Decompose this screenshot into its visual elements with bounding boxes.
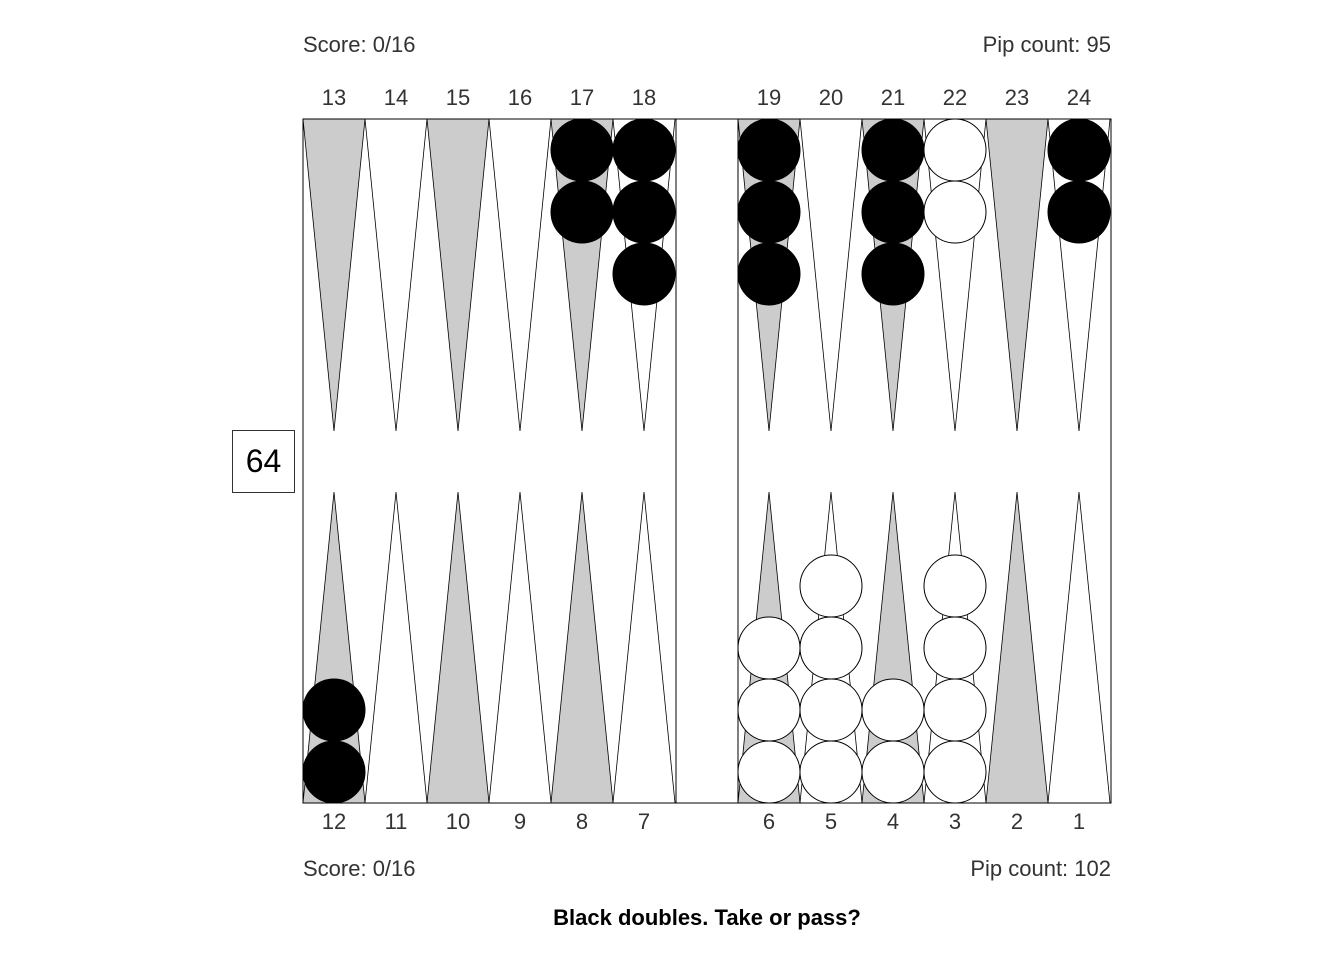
point-number-14: 14 bbox=[384, 85, 408, 110]
white-checker[interactable] bbox=[737, 616, 801, 680]
white-checker[interactable] bbox=[923, 554, 987, 618]
bottom-player-score: Score: 0/16 bbox=[303, 856, 416, 881]
white-checker[interactable] bbox=[923, 180, 987, 244]
white-checker[interactable] bbox=[861, 740, 925, 804]
doubling-cube[interactable]: 64 bbox=[232, 430, 295, 493]
black-checker[interactable] bbox=[861, 242, 925, 306]
point-number-10: 10 bbox=[446, 809, 470, 834]
black-checker[interactable] bbox=[1047, 180, 1111, 244]
white-checker[interactable] bbox=[737, 678, 801, 742]
point-number-3: 3 bbox=[949, 809, 961, 834]
point-number-17: 17 bbox=[570, 85, 594, 110]
decision-prompt: Black doubles. Take or pass? bbox=[553, 905, 861, 930]
black-checker[interactable] bbox=[737, 180, 801, 244]
bottom-player-pip-count: Pip count: 102 bbox=[970, 856, 1111, 881]
point-number-23: 23 bbox=[1005, 85, 1029, 110]
point-number-19: 19 bbox=[757, 85, 781, 110]
white-checker[interactable] bbox=[737, 740, 801, 804]
white-checker[interactable] bbox=[799, 740, 863, 804]
point-number-6: 6 bbox=[763, 809, 775, 834]
black-checker[interactable] bbox=[302, 678, 366, 742]
black-checker[interactable] bbox=[737, 118, 801, 182]
point-number-20: 20 bbox=[819, 85, 843, 110]
white-checker[interactable] bbox=[923, 118, 987, 182]
point-number-1: 1 bbox=[1073, 809, 1085, 834]
point-number-21: 21 bbox=[881, 85, 905, 110]
white-checker[interactable] bbox=[799, 554, 863, 618]
black-checker[interactable] bbox=[612, 118, 676, 182]
black-checker[interactable] bbox=[550, 180, 614, 244]
point-number-8: 8 bbox=[576, 809, 588, 834]
black-checker[interactable] bbox=[861, 118, 925, 182]
point-number-24: 24 bbox=[1067, 85, 1091, 110]
top-player-score: Score: 0/16 bbox=[303, 32, 416, 57]
white-checker[interactable] bbox=[861, 678, 925, 742]
bar[interactable] bbox=[675, 118, 739, 804]
top-player-pip-count: Pip count: 95 bbox=[982, 32, 1111, 57]
point-number-4: 4 bbox=[887, 809, 899, 834]
white-checker[interactable] bbox=[923, 678, 987, 742]
white-checker[interactable] bbox=[923, 740, 987, 804]
white-checker[interactable] bbox=[799, 616, 863, 680]
black-checker[interactable] bbox=[302, 740, 366, 804]
black-checker[interactable] bbox=[861, 180, 925, 244]
point-number-5: 5 bbox=[825, 809, 837, 834]
point-number-15: 15 bbox=[446, 85, 470, 110]
point-number-12: 12 bbox=[322, 809, 346, 834]
white-checker[interactable] bbox=[799, 678, 863, 742]
point-number-16: 16 bbox=[508, 85, 532, 110]
black-checker[interactable] bbox=[612, 242, 676, 306]
black-checker[interactable] bbox=[550, 118, 614, 182]
point-number-7: 7 bbox=[638, 809, 650, 834]
black-checker[interactable] bbox=[737, 242, 801, 306]
point-number-18: 18 bbox=[632, 85, 656, 110]
point-number-9: 9 bbox=[514, 809, 526, 834]
black-checker[interactable] bbox=[612, 180, 676, 244]
point-number-11: 11 bbox=[385, 809, 408, 834]
white-checker[interactable] bbox=[923, 616, 987, 680]
point-number-13: 13 bbox=[322, 85, 346, 110]
black-checker[interactable] bbox=[1047, 118, 1111, 182]
point-number-22: 22 bbox=[943, 85, 967, 110]
point-number-2: 2 bbox=[1011, 809, 1023, 834]
